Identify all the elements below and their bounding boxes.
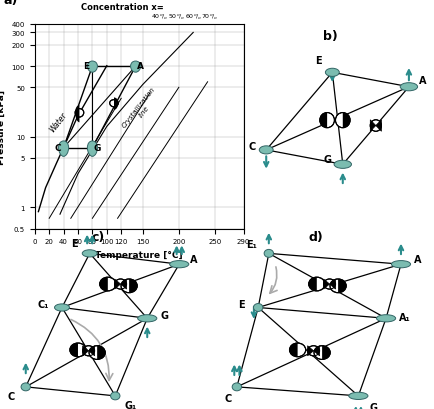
- Ellipse shape: [391, 261, 410, 268]
- Polygon shape: [115, 279, 120, 290]
- Text: G: G: [160, 310, 168, 320]
- Text: G: G: [94, 143, 101, 152]
- Polygon shape: [313, 346, 319, 356]
- Circle shape: [21, 383, 30, 391]
- Text: b): b): [322, 30, 337, 43]
- Circle shape: [99, 277, 115, 291]
- Wedge shape: [342, 113, 349, 128]
- Text: C: C: [54, 143, 61, 152]
- Circle shape: [323, 279, 335, 290]
- Ellipse shape: [259, 146, 273, 155]
- Polygon shape: [89, 346, 94, 356]
- Text: E: E: [314, 56, 321, 65]
- Text: A: A: [137, 62, 144, 71]
- Circle shape: [82, 346, 94, 356]
- Text: 50$^{o}/_{o}$: 50$^{o}/_{o}$: [168, 12, 185, 21]
- Text: E: E: [83, 62, 89, 71]
- Polygon shape: [120, 279, 126, 290]
- Circle shape: [329, 279, 345, 293]
- Ellipse shape: [59, 142, 69, 157]
- Circle shape: [121, 279, 137, 293]
- Text: A: A: [418, 75, 426, 85]
- Wedge shape: [319, 113, 326, 128]
- Ellipse shape: [75, 109, 84, 118]
- Y-axis label: Pressure [kPa]: Pressure [kPa]: [0, 90, 6, 164]
- Wedge shape: [97, 346, 105, 360]
- Ellipse shape: [399, 83, 417, 92]
- Text: 70$^{o}/_{o}$: 70$^{o}/_{o}$: [201, 12, 218, 21]
- Text: a): a): [3, 0, 18, 7]
- Circle shape: [115, 279, 126, 290]
- Circle shape: [289, 343, 305, 357]
- Text: E: E: [237, 299, 244, 309]
- Text: Crystallization
line: Crystallization line: [121, 85, 161, 133]
- Text: 60$^{o}/_{o}$: 60$^{o}/_{o}$: [184, 12, 202, 21]
- Ellipse shape: [87, 142, 97, 157]
- Polygon shape: [329, 279, 335, 290]
- Ellipse shape: [109, 100, 118, 108]
- Polygon shape: [323, 279, 329, 290]
- Circle shape: [70, 343, 86, 357]
- Ellipse shape: [54, 304, 69, 311]
- Wedge shape: [129, 279, 137, 293]
- Circle shape: [232, 383, 241, 391]
- Text: G: G: [322, 155, 330, 164]
- Ellipse shape: [137, 315, 157, 322]
- Ellipse shape: [130, 62, 140, 73]
- Polygon shape: [375, 121, 381, 132]
- Wedge shape: [75, 106, 79, 123]
- Text: d): d): [308, 230, 322, 243]
- Ellipse shape: [348, 392, 367, 400]
- X-axis label: Temperature [°C]: Temperature [°C]: [95, 250, 183, 259]
- Circle shape: [263, 250, 273, 258]
- Circle shape: [335, 113, 349, 128]
- Wedge shape: [114, 98, 118, 110]
- Ellipse shape: [375, 315, 395, 322]
- FancyArrowPatch shape: [71, 320, 112, 380]
- Polygon shape: [369, 121, 375, 132]
- Text: 40$^{o}/_{o}$: 40$^{o}/_{o}$: [151, 12, 168, 21]
- Wedge shape: [99, 277, 108, 291]
- Text: E: E: [71, 238, 78, 248]
- Ellipse shape: [82, 250, 97, 257]
- Text: A: A: [413, 254, 421, 264]
- Circle shape: [319, 113, 334, 128]
- Text: C: C: [248, 142, 255, 152]
- Wedge shape: [289, 343, 297, 357]
- Text: A₁: A₁: [398, 312, 410, 322]
- FancyArrowPatch shape: [269, 267, 276, 294]
- Circle shape: [307, 346, 319, 356]
- Text: A: A: [190, 254, 197, 264]
- Text: C₁: C₁: [37, 299, 49, 309]
- Circle shape: [308, 277, 324, 291]
- Wedge shape: [321, 346, 329, 360]
- Circle shape: [369, 121, 381, 132]
- Text: G₁: G₁: [124, 400, 136, 409]
- Text: c): c): [92, 230, 105, 243]
- Ellipse shape: [169, 261, 188, 268]
- Polygon shape: [82, 346, 89, 356]
- Ellipse shape: [87, 62, 97, 73]
- Text: Water: Water: [48, 110, 69, 134]
- Polygon shape: [307, 346, 313, 356]
- Text: Concentration x=: Concentration x=: [81, 3, 164, 12]
- Wedge shape: [337, 279, 345, 293]
- Circle shape: [110, 392, 120, 400]
- Text: G: G: [368, 402, 376, 409]
- Circle shape: [313, 346, 329, 360]
- Text: C: C: [224, 393, 231, 403]
- Text: E₁: E₁: [246, 240, 256, 250]
- Circle shape: [89, 346, 105, 360]
- Ellipse shape: [333, 161, 351, 169]
- Circle shape: [253, 304, 262, 312]
- Wedge shape: [308, 277, 316, 291]
- Ellipse shape: [325, 69, 339, 77]
- Wedge shape: [70, 343, 78, 357]
- Text: C: C: [7, 391, 14, 401]
